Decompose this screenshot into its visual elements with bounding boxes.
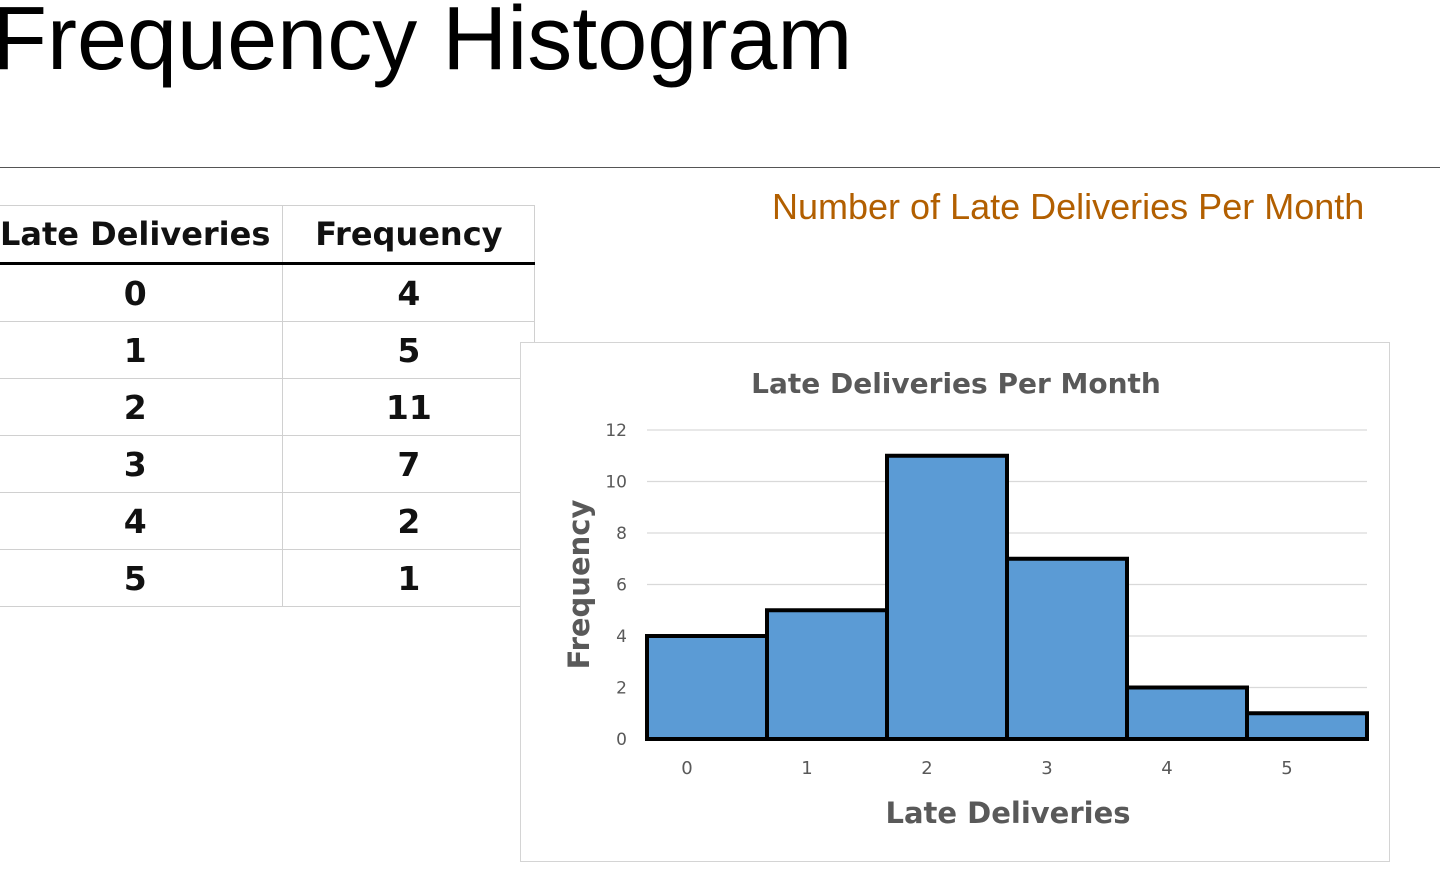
- table-row: 0 4: [0, 263, 536, 322]
- frequency-table: Late Deliveries Frequency 0 4 1 5 2 11 3…: [0, 205, 536, 607]
- cell-late-deliveries: 1: [0, 321, 284, 379]
- slide-subtitle: Number of Late Deliveries Per Month: [772, 186, 1365, 227]
- y-tick-label: 6: [616, 576, 627, 596]
- cell-frequency: 5: [282, 321, 536, 379]
- table-row: 5 1: [0, 549, 536, 607]
- bar-3: [1005, 556, 1129, 741]
- title-divider: [0, 167, 1440, 168]
- x-tick-label: 5: [1281, 758, 1292, 779]
- cell-frequency: 4: [282, 263, 536, 322]
- table-row: 1 5: [0, 321, 536, 379]
- bars: [645, 453, 1369, 741]
- histogram-svg: Late Deliveries Per Month Frequency Late…: [562, 367, 1369, 830]
- x-tick-label: 3: [1041, 758, 1052, 779]
- bar-2: [885, 453, 1009, 741]
- y-axis-ticks: 0 2 4 6 8 10 12: [605, 421, 627, 750]
- y-tick-label: 12: [605, 421, 627, 441]
- cell-frequency: 1: [282, 549, 536, 607]
- bar-4: [1125, 685, 1249, 741]
- cell-late-deliveries: 2: [0, 378, 284, 436]
- y-tick-label: 2: [616, 679, 627, 699]
- x-tick-label: 4: [1161, 758, 1172, 779]
- table-row: 2 11: [0, 378, 536, 436]
- histogram-chart: Late Deliveries Per Month Frequency Late…: [520, 342, 1390, 862]
- cell-late-deliveries: 5: [0, 549, 284, 607]
- column-header-frequency: Frequency: [282, 205, 536, 265]
- x-axis-ticks: 0 1 2 3 4 5: [681, 758, 1292, 779]
- y-tick-label: 8: [616, 524, 627, 544]
- x-tick-label: 0: [681, 758, 692, 779]
- table-header-row: Late Deliveries Frequency: [0, 205, 536, 265]
- cell-frequency: 11: [282, 378, 536, 436]
- x-tick-label: 2: [921, 758, 932, 779]
- x-axis-label: Late Deliveries: [885, 796, 1130, 830]
- bar-1: [765, 608, 889, 741]
- cell-late-deliveries: 4: [0, 492, 284, 550]
- table-row: 3 7: [0, 435, 536, 493]
- table-row: 4 2: [0, 492, 536, 550]
- bar-0: [645, 634, 769, 741]
- y-axis-label: Frequency: [562, 500, 596, 670]
- y-tick-label: 0: [616, 730, 627, 750]
- chart-title: Late Deliveries Per Month: [751, 367, 1161, 400]
- page-title: Frequency Histogram: [0, 0, 853, 89]
- cell-late-deliveries: 0: [0, 263, 284, 322]
- cell-frequency: 2: [282, 492, 536, 550]
- y-tick-label: 10: [605, 473, 627, 493]
- column-header-late-deliveries: Late Deliveries: [0, 205, 284, 265]
- bar-5: [1245, 711, 1369, 741]
- y-tick-label: 4: [616, 627, 627, 647]
- cell-late-deliveries: 3: [0, 435, 284, 493]
- x-tick-label: 1: [801, 758, 812, 779]
- cell-frequency: 7: [282, 435, 536, 493]
